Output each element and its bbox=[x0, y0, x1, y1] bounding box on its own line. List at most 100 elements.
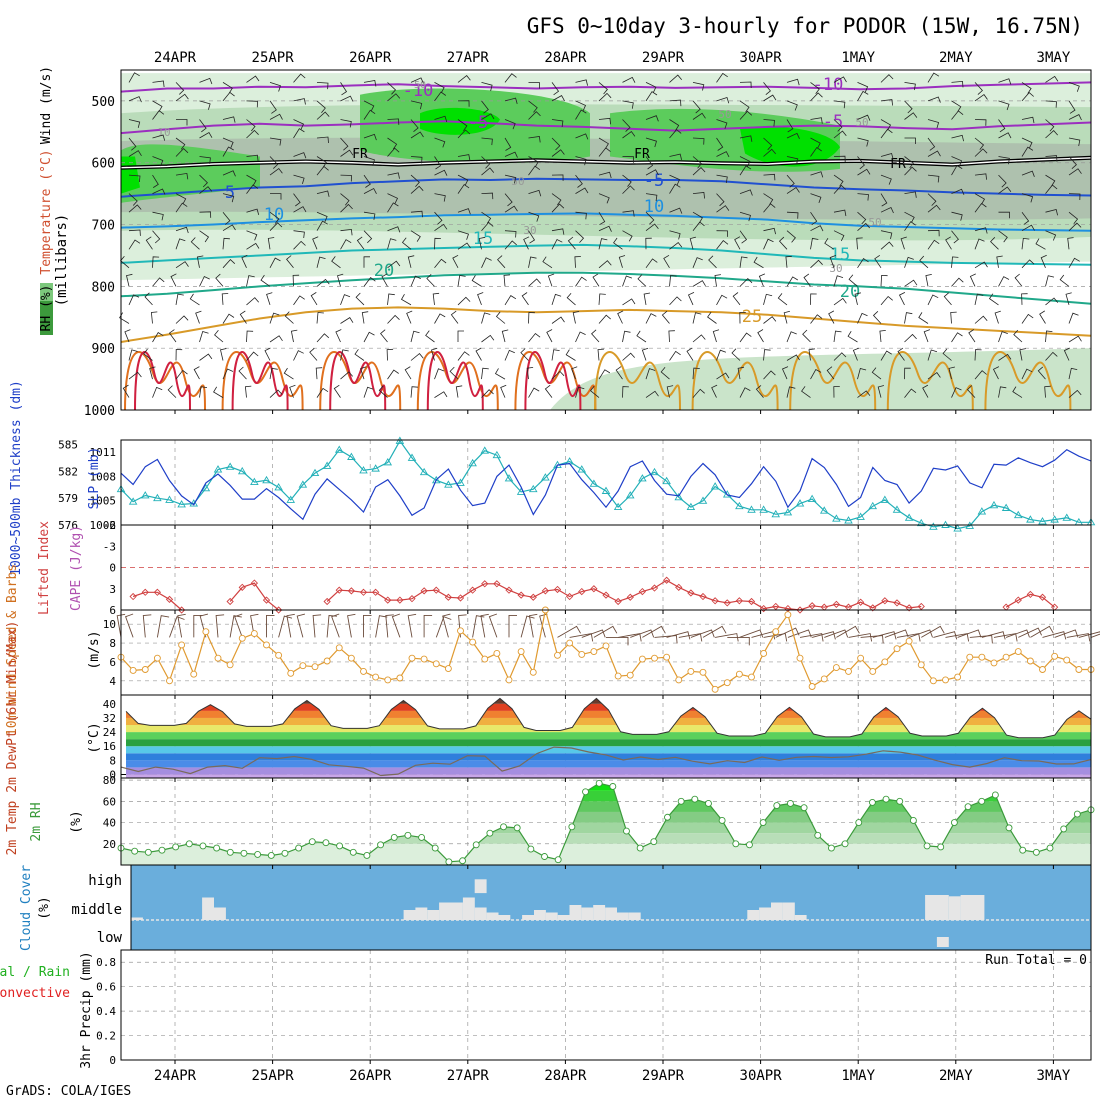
wind-barb bbox=[175, 369, 188, 380]
cloud-bar-low bbox=[936, 937, 949, 947]
lifted-index-point bbox=[165, 595, 174, 604]
wind-barb bbox=[833, 184, 847, 194]
temp-band bbox=[126, 760, 1091, 768]
surface-wind-barb bbox=[606, 636, 629, 646]
wind-barb bbox=[574, 256, 581, 268]
rh2m-point bbox=[1005, 824, 1013, 832]
wind-barb bbox=[363, 133, 377, 141]
wind-barb bbox=[175, 172, 189, 180]
wind-barb bbox=[504, 73, 517, 83]
rh2m-point bbox=[254, 850, 262, 858]
wind-speed-point bbox=[263, 641, 270, 649]
wind-barb bbox=[598, 193, 610, 204]
thickness-point bbox=[1026, 515, 1035, 523]
surface-wind-barb bbox=[193, 614, 202, 638]
wind-barb bbox=[246, 297, 260, 306]
wind-barb bbox=[637, 274, 647, 287]
wind-barb bbox=[951, 156, 963, 167]
wind-speed-point bbox=[796, 654, 804, 662]
wind-barb bbox=[503, 274, 511, 287]
wind-barb bbox=[340, 149, 354, 157]
wind-barb bbox=[833, 230, 845, 242]
wind-barb bbox=[221, 293, 229, 305]
thickness-point bbox=[528, 484, 538, 493]
wind-barb bbox=[457, 330, 464, 342]
rh2m-point bbox=[773, 802, 781, 810]
wind-barb bbox=[551, 82, 560, 96]
cloud-bar-middle bbox=[616, 912, 629, 920]
wind-barb bbox=[175, 238, 186, 250]
rh2m-point bbox=[568, 823, 576, 831]
wind-barb bbox=[387, 238, 397, 250]
wind-barb bbox=[786, 386, 796, 398]
wind-barb bbox=[692, 221, 705, 231]
surface-wind-barb bbox=[250, 613, 259, 638]
wind-barb bbox=[340, 174, 352, 182]
surface-wind-barb bbox=[278, 615, 293, 638]
wind-barb bbox=[785, 255, 792, 268]
isotherm-25-cell bbox=[594, 351, 681, 411]
wind-barb bbox=[692, 112, 706, 120]
wind-barb bbox=[199, 131, 213, 139]
wind-barb bbox=[189, 293, 200, 306]
thickness-point bbox=[650, 467, 659, 476]
isotherm-30-cell bbox=[416, 351, 499, 411]
lifted-index-point bbox=[917, 602, 925, 611]
rh2m-point bbox=[500, 823, 507, 831]
cloud-bar-middle bbox=[131, 917, 143, 920]
wind-barb bbox=[669, 99, 682, 107]
wind-barb bbox=[316, 312, 324, 324]
wind-barb bbox=[739, 165, 752, 176]
wind-speed-point bbox=[808, 683, 816, 690]
wind-barb bbox=[175, 261, 189, 269]
wind-barb bbox=[481, 192, 494, 200]
cloud-bar-middle bbox=[925, 895, 937, 920]
wind-speed-point bbox=[129, 666, 137, 674]
wind-barb bbox=[360, 366, 367, 380]
cloud-bar-middle bbox=[427, 910, 440, 920]
wind-speed-point bbox=[966, 653, 974, 661]
lifted-index-point bbox=[1014, 596, 1022, 604]
thickness-point bbox=[480, 446, 490, 454]
wind-barb bbox=[246, 351, 259, 361]
wind-barb bbox=[998, 230, 1008, 243]
wind-barb bbox=[857, 156, 865, 170]
wind-barb bbox=[763, 173, 776, 181]
wind-barb bbox=[716, 72, 728, 83]
isotherm-label: 50 bbox=[511, 175, 524, 188]
wind-barb bbox=[692, 192, 705, 199]
wind-barb bbox=[128, 294, 140, 306]
wind-barb bbox=[504, 174, 517, 184]
wind-barb bbox=[786, 174, 795, 188]
wind-barb bbox=[974, 315, 988, 324]
wind-barb bbox=[335, 329, 342, 343]
wind-barb bbox=[551, 228, 565, 235]
wind-barb bbox=[575, 100, 587, 112]
wind-barb bbox=[758, 273, 766, 287]
thickness-point bbox=[613, 502, 623, 511]
wind-speed-point bbox=[323, 657, 331, 665]
lifted-index-point bbox=[747, 597, 756, 606]
surface-wind-barb bbox=[286, 613, 295, 638]
top-day-label: 25APR bbox=[252, 50, 295, 66]
wind-barb bbox=[126, 273, 133, 287]
thickness-point bbox=[1050, 515, 1059, 523]
wind-barb bbox=[988, 293, 999, 306]
wind-barb bbox=[927, 96, 941, 103]
temp-band bbox=[126, 746, 1091, 754]
rh2m-point bbox=[595, 779, 603, 787]
thickness-point bbox=[504, 474, 514, 482]
rh2m-point bbox=[855, 819, 863, 827]
wind-barb bbox=[152, 110, 165, 120]
wind-barb bbox=[293, 350, 304, 361]
thickness-point bbox=[419, 467, 429, 476]
isotherm-label: -10 bbox=[813, 75, 844, 95]
wind-barb bbox=[316, 136, 329, 144]
wind-barb bbox=[119, 312, 130, 324]
lifted-index-point bbox=[468, 586, 477, 594]
wind-barb bbox=[175, 93, 189, 102]
wind-barb bbox=[551, 203, 565, 213]
lifted-index-point bbox=[396, 596, 404, 604]
wind-speed-point bbox=[881, 658, 889, 666]
wind-barb bbox=[589, 385, 600, 398]
